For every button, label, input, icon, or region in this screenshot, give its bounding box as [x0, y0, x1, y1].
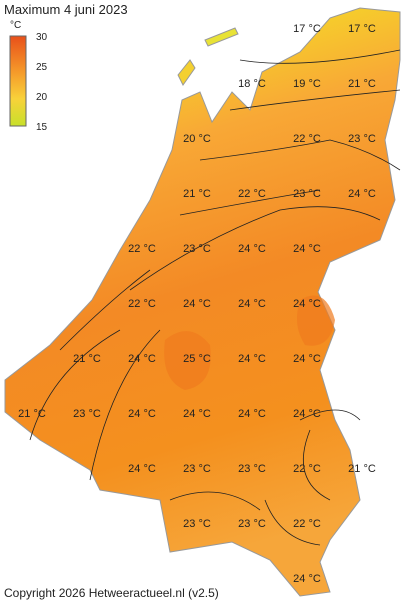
- temperature-label: 23 °C: [348, 133, 376, 145]
- island: [204, 27, 239, 47]
- temperature-label: 24 °C: [238, 353, 266, 365]
- temperature-label: 24 °C: [293, 573, 321, 585]
- temperature-label: 17 °C: [293, 23, 321, 35]
- temperature-label: 20 °C: [183, 133, 211, 145]
- contours: [29, 49, 401, 546]
- temperature-label: 23 °C: [183, 243, 211, 255]
- colorbar-tick: 15: [36, 122, 48, 133]
- temperature-label: 23 °C: [183, 463, 211, 475]
- temperature-label: 23 °C: [73, 408, 101, 420]
- island: [177, 59, 196, 86]
- temperature-label: 21 °C: [183, 188, 211, 200]
- temperature-label: 22 °C: [293, 133, 321, 145]
- temperature-label: 24 °C: [293, 408, 321, 420]
- title: Maximum 4 juni 2023: [4, 2, 128, 17]
- temperature-label: 24 °C: [293, 243, 321, 255]
- temperature-label: 22 °C: [128, 243, 156, 255]
- colorbar-tick: 25: [36, 62, 48, 73]
- colorbar-tick: 30: [36, 32, 48, 43]
- region: [296, 295, 335, 346]
- temperature-label: 21 °C: [348, 463, 376, 475]
- temperature-label: 21 °C: [348, 78, 376, 90]
- temperature-label: 23 °C: [238, 518, 266, 530]
- temperature-label: 18 °C: [238, 78, 266, 90]
- temperature-label: 24 °C: [348, 188, 376, 200]
- temperature-label: 22 °C: [293, 518, 321, 530]
- temperature-label: 23 °C: [293, 188, 321, 200]
- temperature-label: 24 °C: [183, 408, 211, 420]
- region: [164, 331, 211, 390]
- temperature-label: 24 °C: [128, 463, 156, 475]
- temperature-label: 24 °C: [128, 353, 156, 365]
- temperature-label: 22 °C: [238, 188, 266, 200]
- temperature-label: 24 °C: [128, 408, 156, 420]
- temperature-label: 19 °C: [293, 78, 321, 90]
- colorbar-unit: °C: [10, 20, 21, 31]
- temperature-label: 24 °C: [238, 298, 266, 310]
- temperature-label: 24 °C: [293, 298, 321, 310]
- temperature-label: 23 °C: [183, 518, 211, 530]
- temperature-label: 17 °C: [348, 23, 376, 35]
- temperature-label: 21 °C: [73, 353, 101, 365]
- temperature-label: 21 °C: [18, 408, 46, 420]
- colorbar: [9, 35, 27, 127]
- temperature-label: 24 °C: [238, 243, 266, 255]
- copyright: Copyright 2026 Hetweeractueel.nl (v2.5): [4, 586, 219, 600]
- temperature-label: 24 °C: [238, 408, 266, 420]
- temperature-label: 22 °C: [293, 463, 321, 475]
- colorbar-tick: 20: [36, 92, 48, 103]
- temperature-label: 25 °C: [183, 353, 211, 365]
- temperature-label: 24 °C: [183, 298, 211, 310]
- temperature-label: 24 °C: [293, 353, 321, 365]
- temperature-label: 22 °C: [128, 298, 156, 310]
- land: [4, 7, 401, 597]
- temperature-label: 23 °C: [238, 463, 266, 475]
